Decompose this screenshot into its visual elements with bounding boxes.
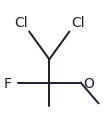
Text: F: F	[45, 114, 53, 115]
Text: Cl: Cl	[15, 16, 28, 30]
Text: O: O	[83, 76, 94, 90]
Text: Cl: Cl	[72, 16, 85, 30]
Text: F: F	[3, 76, 11, 90]
